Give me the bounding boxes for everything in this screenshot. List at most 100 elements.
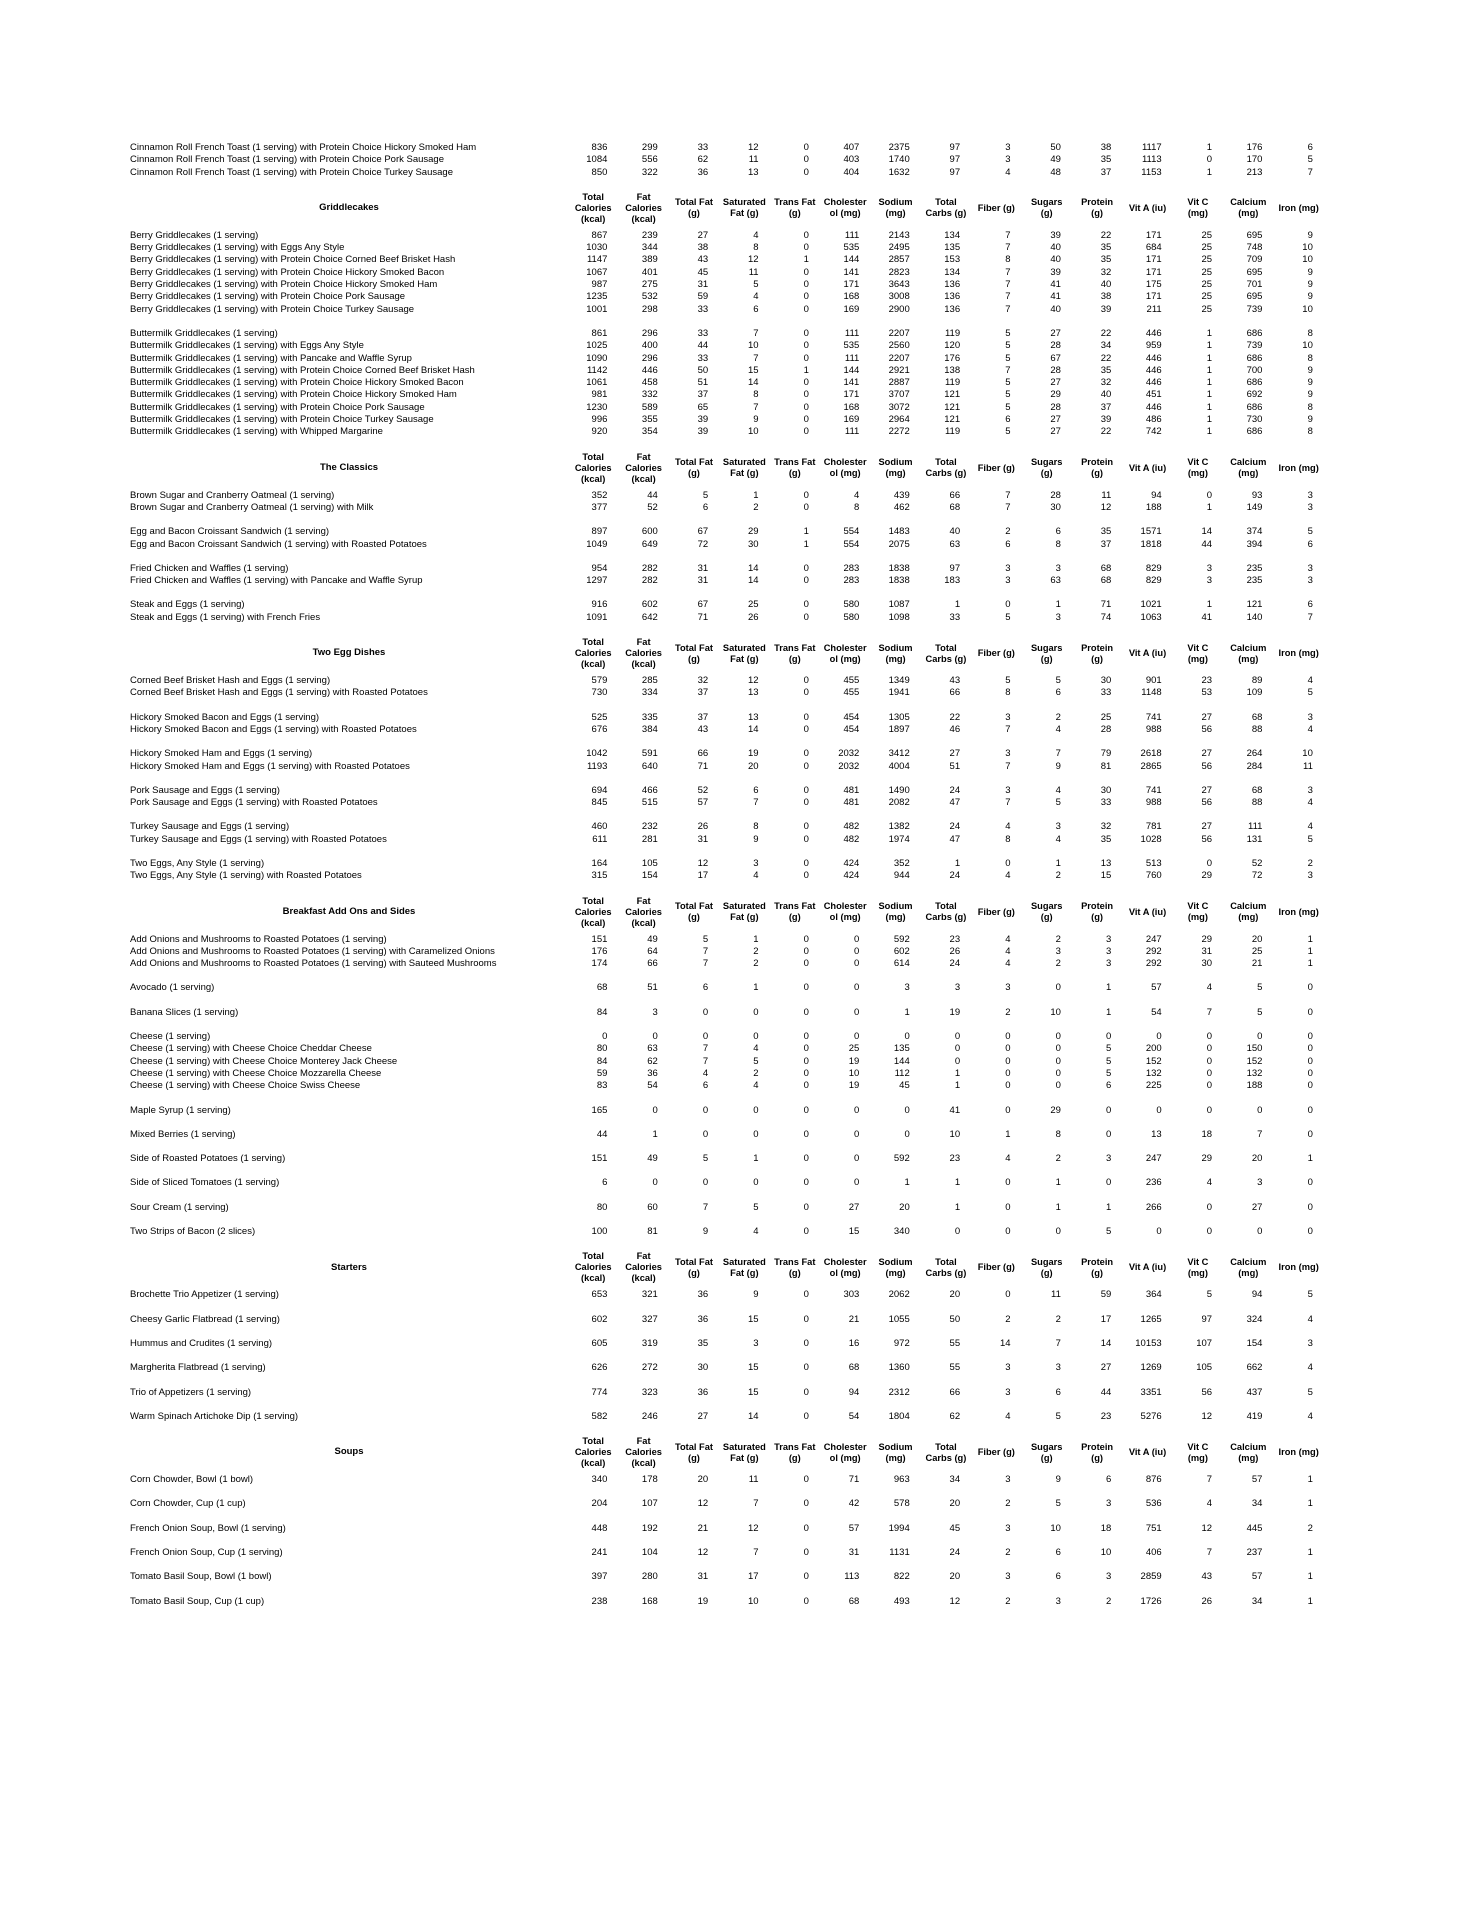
column-header: Saturated Fat (g) — [722, 642, 766, 664]
nutrient-value: 176 — [944, 352, 961, 364]
nutrient-value: 1 — [1055, 857, 1061, 869]
nutrient-value: 535 — [843, 340, 860, 352]
nutrient-value: 751 — [1145, 1522, 1162, 1534]
nutrient-value: 0 — [803, 1067, 809, 1079]
row-group: Brochette Trio Appetizer (1 serving) 653 3… — [130, 1289, 1484, 1301]
nutrient-value: 10 — [1100, 1547, 1112, 1558]
nutrient-value: 144 — [843, 254, 860, 266]
nutrient-value: 0 — [803, 154, 809, 166]
nutrient-value: 4 — [753, 229, 759, 241]
nutrient-value: 3643 — [888, 279, 910, 291]
table-row: Brown Sugar and Cranberry Oatmeal (1 ser… — [130, 490, 1484, 502]
nutrient-value: 536 — [1145, 1498, 1162, 1510]
nutrient-value: 25 — [1201, 291, 1213, 303]
nutrient-value: 419 — [1246, 1410, 1263, 1422]
nutrient-value: 1 — [1055, 599, 1061, 611]
nutrient-value: 4 — [1307, 821, 1313, 833]
nutrient-value: 439 — [893, 489, 910, 501]
nutrient-value: 1117 — [1141, 142, 1162, 153]
nutrient-value: 0 — [954, 1055, 961, 1067]
nutrient-value: 6 — [1307, 538, 1313, 550]
nutrient-value: 0 — [1055, 1067, 1061, 1079]
nutrient-value: 3 — [1005, 575, 1011, 587]
nutrient-value: 1 — [1206, 327, 1213, 339]
section-header: Starters Total Calories (kcal) Fat Calorie… — [130, 1251, 1484, 1284]
nutrient-value: 4 — [1307, 1410, 1313, 1422]
nutrient-value: 662 — [1246, 1362, 1263, 1374]
nutrient-value: 6 — [1106, 1474, 1112, 1486]
nutrient-value: 37 — [697, 687, 709, 699]
section-header: Griddlecakes Total Calories (kcal) Fat Cal… — [130, 192, 1484, 225]
nutrient-value: 33 — [697, 352, 709, 364]
column-header: Total Calories (kcal) — [574, 451, 612, 484]
nutrient-value: 63 — [949, 538, 961, 550]
nutrient-value: 36 — [697, 1289, 709, 1301]
row-group: Margherita Flatbread (1 serving) 626 272 30… — [130, 1362, 1484, 1374]
nutrient-value: 0 — [803, 797, 809, 809]
nutrient-value: 5 — [753, 1201, 759, 1213]
nutrient-value: 26 — [697, 821, 709, 833]
nutrient-value: 27 — [1050, 377, 1061, 389]
nutrient-value: 3 — [1055, 1595, 1061, 1607]
nutrient-value: 88 — [1251, 723, 1263, 735]
nutrient-value: 6 — [702, 1080, 709, 1092]
nutrient-value: 446 — [1145, 377, 1162, 389]
nutrient-value: 165 — [591, 1104, 608, 1116]
nutrient-value: 2272 — [888, 426, 910, 438]
table-row: Hickory Smoked Bacon and Eggs (1 serving… — [130, 724, 1484, 736]
nutrient-value: 2495 — [888, 242, 910, 254]
nutrient-value: 7 — [1055, 748, 1061, 760]
item-name: Banana Slices (1 serving) — [130, 1006, 239, 1018]
nutrient-value: 29 — [1050, 389, 1061, 401]
nutrient-value: 0 — [803, 340, 809, 352]
nutrient-value: 3 — [1206, 562, 1213, 574]
nutrient-value: 10 — [848, 1067, 860, 1079]
nutrient-value: 4 — [1055, 723, 1061, 735]
nutrient-value: 32 — [1100, 377, 1112, 389]
nutrient-value: 374 — [1246, 526, 1263, 538]
nutrient-value: 0 — [1307, 1128, 1313, 1140]
nutrient-value: 10 — [1050, 1522, 1061, 1534]
nutrient-value: 14 — [747, 1410, 759, 1422]
nutrient-value: 36 — [697, 166, 709, 178]
column-header: Saturated Fat (g) — [722, 1441, 766, 1463]
nutrient-value: 0 — [1307, 1067, 1313, 1079]
nutrient-value: 4004 — [888, 760, 910, 772]
item-name: Mixed Berries (1 serving) — [130, 1128, 236, 1140]
nutrient-value: 0 — [854, 933, 860, 945]
nutrient-value: 2312 — [888, 1386, 910, 1398]
nutrient-value: 0 — [1307, 1201, 1313, 1213]
nutrient-value: 0 — [803, 1153, 809, 1165]
nutrient-value: 513 — [1145, 857, 1162, 869]
nutrient-value: 1 — [1055, 1177, 1061, 1189]
nutrient-value: 31 — [697, 575, 709, 587]
nutrient-value: 4 — [1307, 1362, 1313, 1374]
nutrient-value: 1305 — [888, 711, 910, 723]
nutrient-value: 5 — [1005, 377, 1011, 389]
item-name: Buttermilk Griddlecakes (1 serving) — [130, 327, 278, 339]
nutrient-value: 24 — [949, 958, 961, 970]
nutrient-value: 3008 — [888, 291, 910, 303]
section-title: Griddlecakes — [319, 202, 379, 214]
nutrient-value: 2857 — [888, 254, 910, 266]
column-header: Cholester ol (mg) — [823, 457, 867, 479]
table-row: Cheesy Garlic Flatbread (1 serving) 602 32… — [130, 1314, 1484, 1326]
nutrient-value: 27 — [949, 748, 961, 760]
nutrient-value: 7 — [753, 797, 759, 809]
nutrient-value: 140 — [1246, 611, 1263, 623]
nutrient-value: 11 — [1101, 489, 1112, 501]
item-name: Cinnamon Roll French Toast (1 serving) w… — [130, 142, 477, 153]
nutrient-value: 2 — [1055, 1313, 1061, 1325]
nutrient-value: 1030 — [586, 242, 608, 254]
nutrient-value: 684 — [1145, 242, 1162, 254]
nutrient-value: 132 — [1145, 1067, 1162, 1079]
nutrient-value: 134 — [944, 229, 961, 241]
column-header: Cholester ol (mg) — [823, 901, 867, 923]
nutrient-value: 35 — [697, 1337, 709, 1349]
nutrient-value: 0 — [1307, 1177, 1313, 1189]
nutrient-value: 988 — [1145, 797, 1162, 809]
column-header: Sugars (g) — [1030, 1441, 1063, 1463]
table-row: Cheese (1 serving) 0 0 0 0 0 0 0 0 0 0 0 0 0 0 0 — [130, 1031, 1484, 1043]
nutrient-value: 17 — [747, 1571, 759, 1583]
column-header: Sugars (g) — [1030, 1256, 1063, 1278]
